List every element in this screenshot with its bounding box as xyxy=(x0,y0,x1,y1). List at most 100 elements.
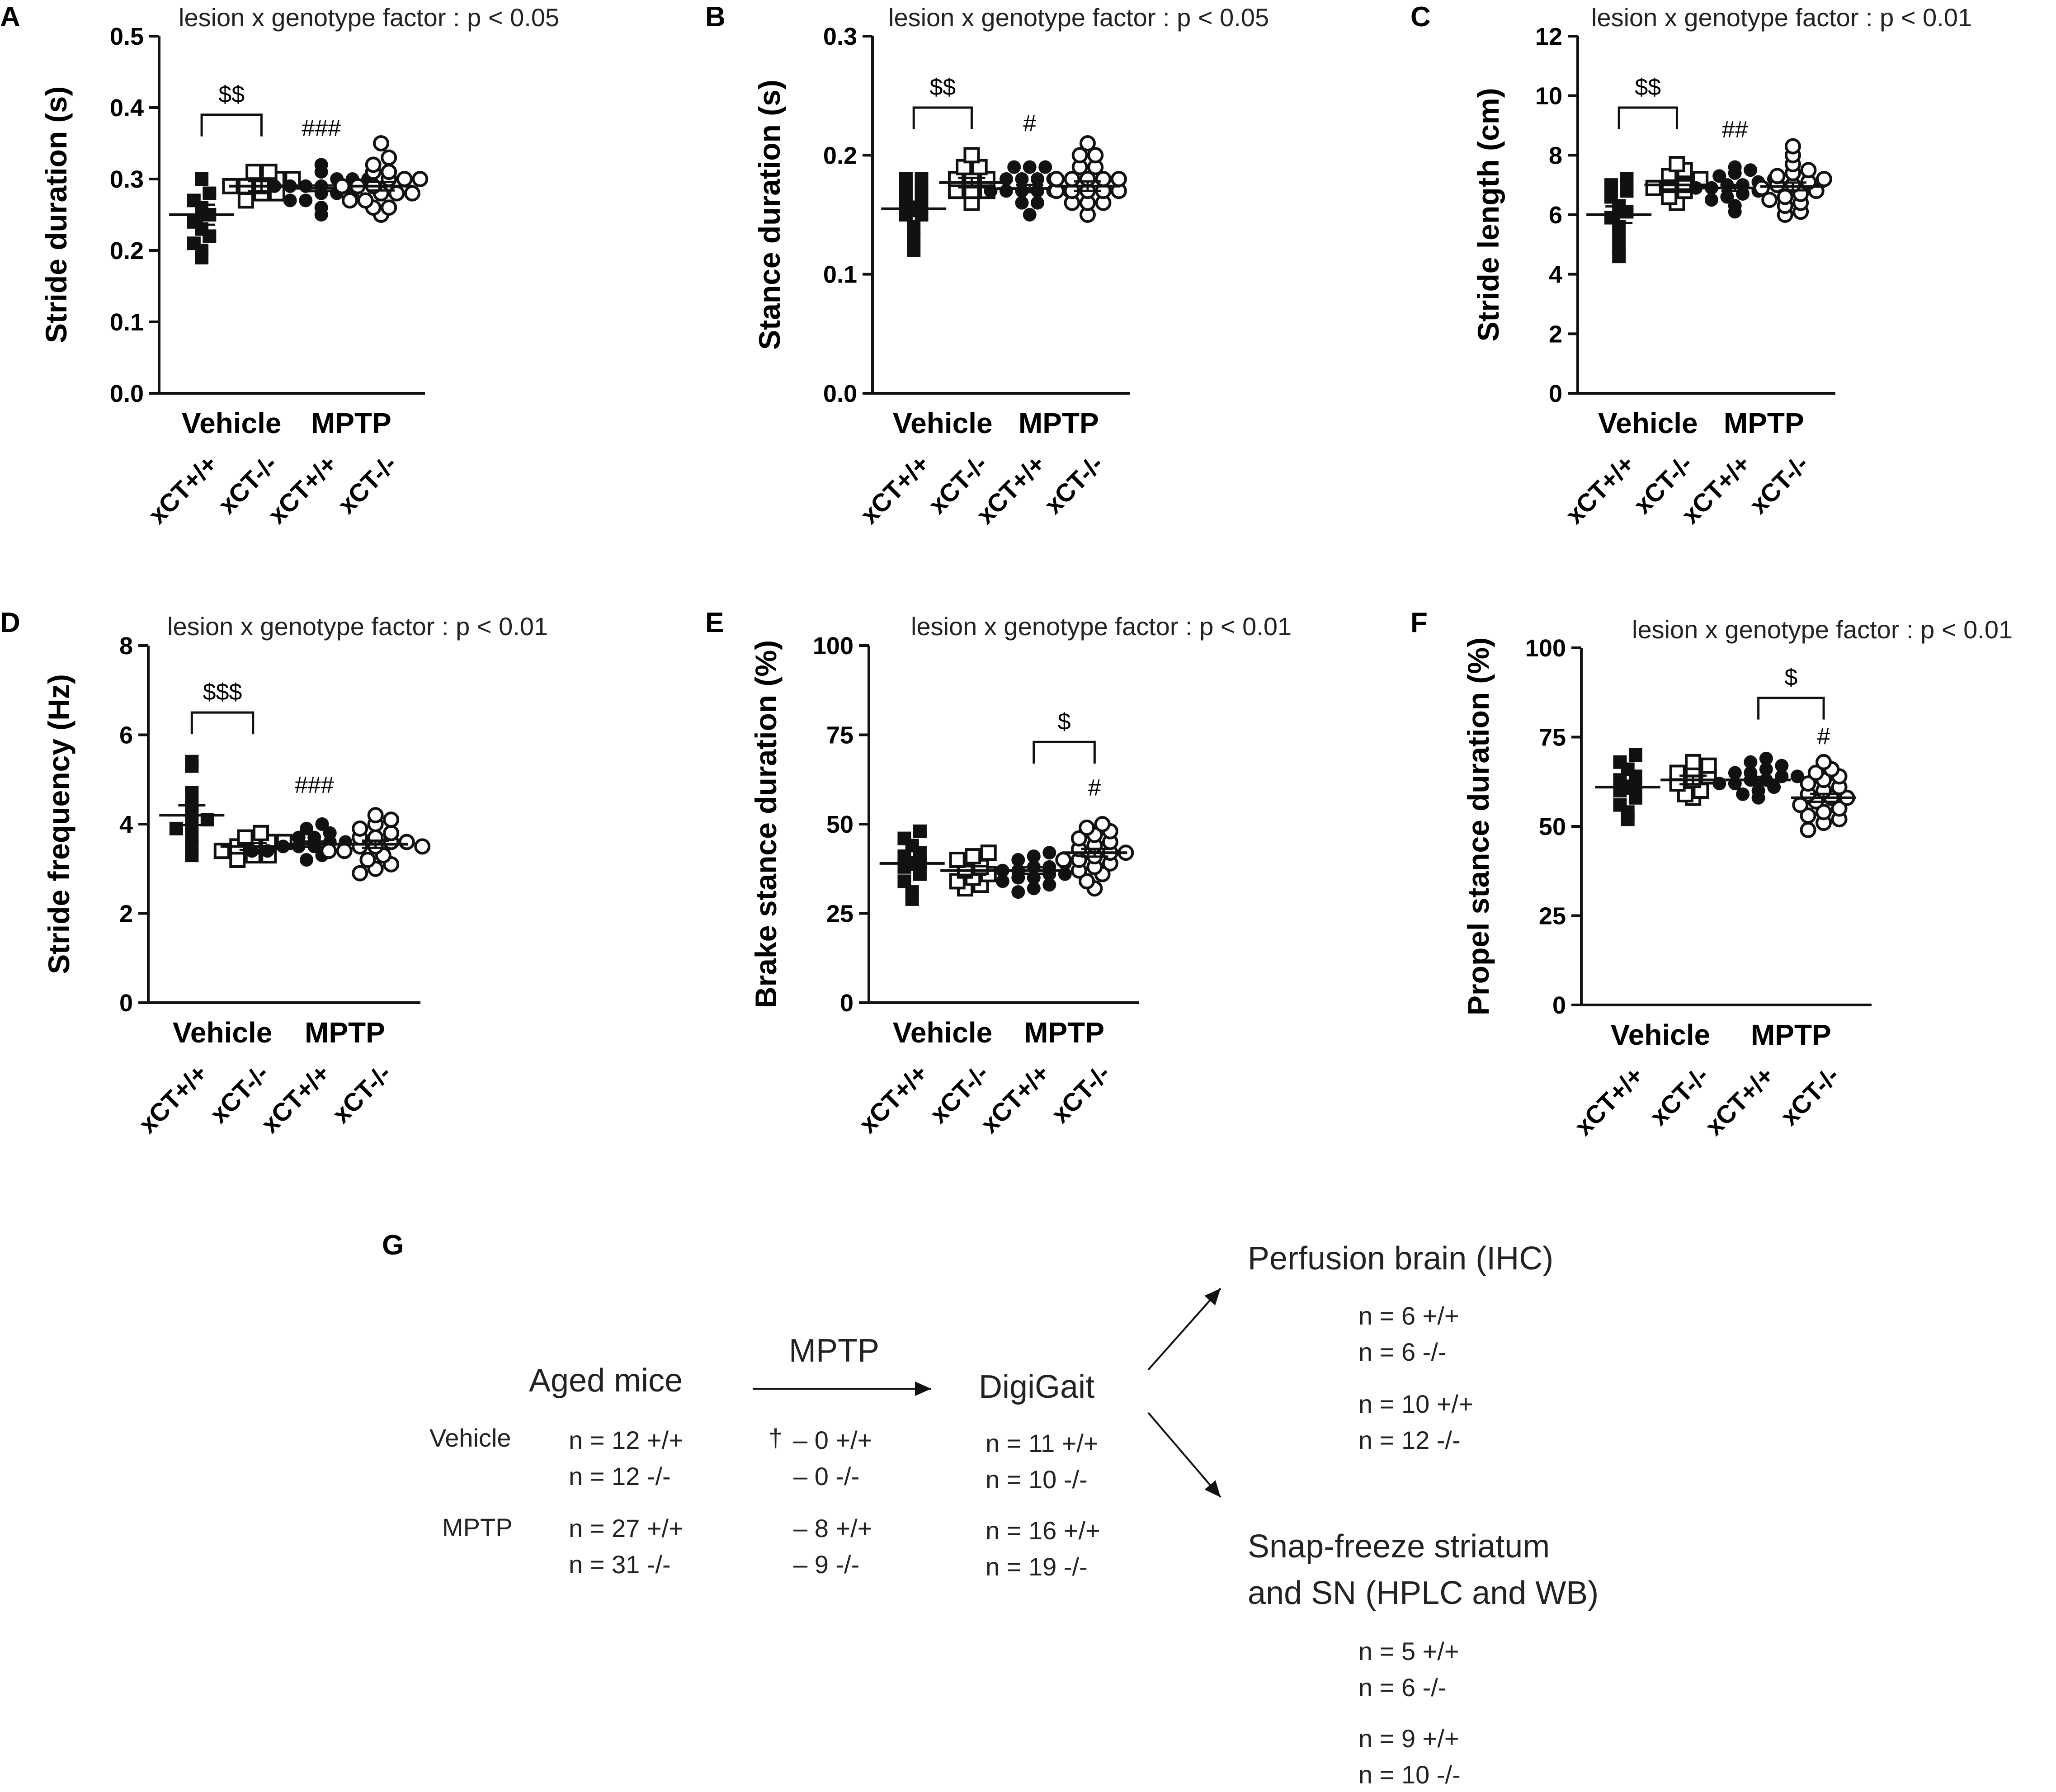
data-point xyxy=(1030,184,1044,198)
data-point xyxy=(897,874,911,888)
aged-mptp-ko: n = 31 -/- xyxy=(569,1550,671,1579)
data-point xyxy=(253,825,269,841)
y-tick-label: 12 xyxy=(1535,23,1562,50)
panel-g-letter: G xyxy=(382,1230,404,1261)
category-label: xCT-/- xyxy=(327,1059,397,1129)
snapfreeze-title-line2: and SN (HPLC and WB) xyxy=(1248,1575,1599,1611)
perfusion-title: Perfusion brain (IHC) xyxy=(1248,1240,1553,1277)
category-label: xCT+/+ xyxy=(854,1059,934,1139)
panel-g-diagram: G Aged mice MPTP DigiGait Vehicle MPTP n… xyxy=(382,1230,1599,1789)
y-tick-label: 8 xyxy=(119,632,133,660)
series-vehicle-xct- xyxy=(939,147,1004,211)
y-axis-title: Brake stance duration (%) xyxy=(749,640,783,1008)
data-point xyxy=(396,171,413,187)
chart-subtitle: lesion x genotype factor : p < 0.01 xyxy=(911,612,1292,641)
data-point xyxy=(915,208,929,222)
digigait-title: DigiGait xyxy=(979,1369,1094,1405)
data-point xyxy=(907,231,921,245)
significance-bracket xyxy=(200,113,263,137)
group-label-vehicle: Vehicle xyxy=(893,1016,993,1049)
data-point xyxy=(899,172,913,186)
aged-mice-title: Aged mice xyxy=(529,1363,683,1399)
data-point xyxy=(414,838,431,855)
series-vehicle-xct- xyxy=(222,164,301,209)
panel-letter-f: F xyxy=(1410,607,1428,638)
group-label-vehicle: Vehicle xyxy=(893,407,993,439)
data-point xyxy=(336,843,353,859)
data-point xyxy=(1800,807,1816,824)
significance-label: $$ xyxy=(218,81,245,108)
y-tick-label: 100 xyxy=(813,632,854,660)
data-point xyxy=(283,193,297,207)
chart-subtitle: lesion x genotype factor : p < 0.01 xyxy=(1591,3,1972,32)
data-point xyxy=(1042,878,1056,892)
significance-bracket xyxy=(1617,106,1678,129)
data-point xyxy=(1751,784,1765,797)
perfusion-vehicle-wt: n = 6 +/+ xyxy=(1358,1302,1459,1330)
data-point xyxy=(404,185,420,202)
series-mptp-xct- xyxy=(995,846,1072,899)
data-point xyxy=(1753,179,1770,196)
y-tick-label: 0 xyxy=(840,990,854,1017)
series-vehicle-xct- xyxy=(159,755,225,863)
series-vehicle-xct- xyxy=(169,172,235,264)
category-label: xCT+/+ xyxy=(263,449,343,529)
data-point xyxy=(268,179,282,193)
significance-label: $$ xyxy=(1635,74,1661,100)
data-point xyxy=(315,817,329,831)
snapfreeze-mptp-wt: n = 9 +/+ xyxy=(1358,1724,1459,1753)
data-point xyxy=(299,821,313,835)
data-point xyxy=(965,848,981,865)
y-tick-label: 2 xyxy=(119,901,133,928)
data-point xyxy=(185,830,199,844)
data-point xyxy=(1720,190,1734,204)
data-point xyxy=(1613,755,1627,769)
data-point xyxy=(229,852,246,868)
data-point xyxy=(1816,804,1832,821)
y-axis-title: Stance duration (s) xyxy=(753,80,786,350)
snapfreeze-mptp-ko: n = 10 -/- xyxy=(1358,1760,1461,1789)
y-tick-label: 0.3 xyxy=(110,166,144,193)
group-label-mptp: MPTP xyxy=(1724,407,1804,439)
significance-bracket xyxy=(1033,740,1096,764)
category-label: xCT+/+ xyxy=(855,449,935,529)
group-label-mptp: MPTP xyxy=(1019,407,1099,439)
y-tick-label: 6 xyxy=(1549,202,1562,229)
data-point xyxy=(899,184,913,198)
snapfreeze-vehicle-wt: n = 5 +/+ xyxy=(1358,1637,1459,1665)
y-tick-label: 50 xyxy=(1539,813,1566,840)
data-point xyxy=(1015,196,1029,210)
y-tick-label: 2 xyxy=(1549,321,1562,348)
data-point xyxy=(1800,162,1817,179)
data-point xyxy=(1015,172,1029,186)
deaths-mptp-ko: – 9 -/- xyxy=(793,1550,859,1579)
data-point xyxy=(1744,755,1758,769)
y-tick-label: 4 xyxy=(119,811,133,838)
y-tick-label: 0 xyxy=(1549,380,1562,407)
data-point xyxy=(299,193,313,207)
aged-vehicle-ko: n = 12 -/- xyxy=(569,1462,671,1490)
data-point xyxy=(1816,754,1832,770)
arrow-to-snapfreeze xyxy=(1147,1412,1221,1498)
y-tick-label: 0 xyxy=(119,990,133,1017)
series-mptp-xct- xyxy=(334,135,429,223)
significance-label: ### xyxy=(302,115,341,141)
category-label: xCT+/+ xyxy=(975,1059,1055,1139)
data-point xyxy=(383,811,400,828)
mptp-row-label: MPTP xyxy=(442,1513,513,1542)
group-label-mptp: MPTP xyxy=(311,407,391,439)
data-point xyxy=(412,171,429,187)
data-point xyxy=(1011,853,1025,867)
data-point xyxy=(1669,764,1686,781)
deaths-vehicle-wt: – 0 +/+ xyxy=(793,1426,872,1454)
series-vehicle-xct- xyxy=(1595,748,1660,826)
category-label: xCT-/- xyxy=(1039,449,1109,519)
y-axis-title: Stride duration (s) xyxy=(39,86,73,343)
data-point xyxy=(357,192,374,209)
chart-subtitle: lesion x genotype factor : p < 0.01 xyxy=(167,612,548,641)
data-point xyxy=(984,184,998,198)
y-tick-label: 0.2 xyxy=(110,237,144,264)
y-tick-label: 25 xyxy=(826,901,854,928)
